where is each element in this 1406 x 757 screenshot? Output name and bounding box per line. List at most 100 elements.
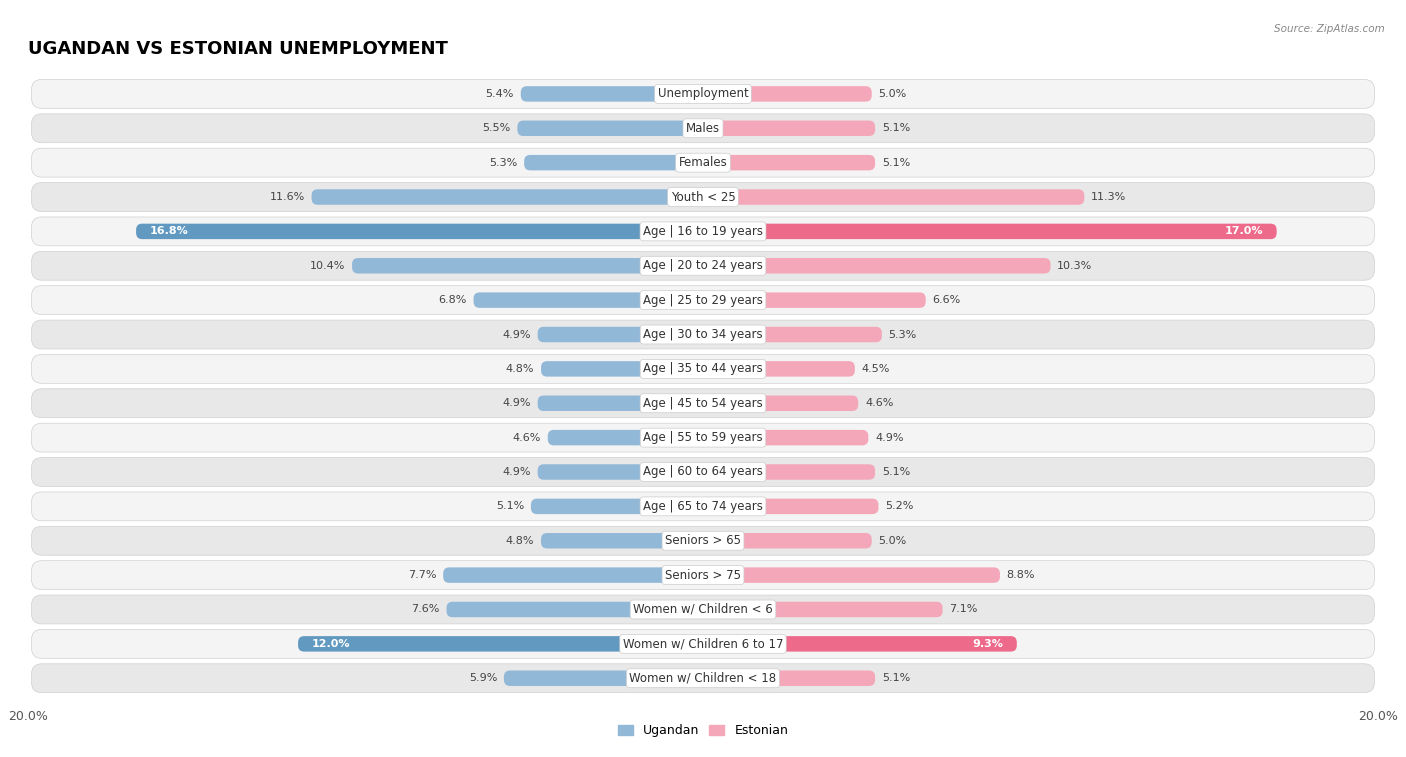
Text: 5.2%: 5.2%	[886, 501, 914, 512]
Text: 4.9%: 4.9%	[502, 398, 531, 408]
FancyBboxPatch shape	[447, 602, 703, 617]
Text: Age | 35 to 44 years: Age | 35 to 44 years	[643, 363, 763, 375]
Text: 11.3%: 11.3%	[1091, 192, 1126, 202]
FancyBboxPatch shape	[703, 395, 858, 411]
FancyBboxPatch shape	[31, 148, 1375, 177]
FancyBboxPatch shape	[31, 251, 1375, 280]
Text: UGANDAN VS ESTONIAN UNEMPLOYMENT: UGANDAN VS ESTONIAN UNEMPLOYMENT	[28, 40, 449, 58]
Text: 4.6%: 4.6%	[865, 398, 893, 408]
Text: Age | 25 to 29 years: Age | 25 to 29 years	[643, 294, 763, 307]
Text: Women w/ Children < 6: Women w/ Children < 6	[633, 603, 773, 616]
FancyBboxPatch shape	[537, 327, 703, 342]
FancyBboxPatch shape	[703, 86, 872, 101]
Text: Age | 55 to 59 years: Age | 55 to 59 years	[643, 431, 763, 444]
Text: Females: Females	[679, 156, 727, 169]
Text: Age | 45 to 54 years: Age | 45 to 54 years	[643, 397, 763, 410]
Text: 12.0%: 12.0%	[312, 639, 350, 649]
Text: 5.9%: 5.9%	[468, 673, 498, 684]
FancyBboxPatch shape	[31, 79, 1375, 108]
FancyBboxPatch shape	[537, 395, 703, 411]
Text: 7.6%: 7.6%	[412, 605, 440, 615]
FancyBboxPatch shape	[443, 568, 703, 583]
Text: 4.6%: 4.6%	[513, 433, 541, 443]
FancyBboxPatch shape	[703, 636, 1017, 652]
FancyBboxPatch shape	[31, 595, 1375, 624]
Text: 16.8%: 16.8%	[149, 226, 188, 236]
Text: 8.8%: 8.8%	[1007, 570, 1035, 580]
Text: 5.1%: 5.1%	[882, 123, 910, 133]
Text: 6.8%: 6.8%	[439, 295, 467, 305]
Text: Age | 60 to 64 years: Age | 60 to 64 years	[643, 466, 763, 478]
FancyBboxPatch shape	[703, 430, 869, 445]
Text: 4.5%: 4.5%	[862, 364, 890, 374]
Text: Women w/ Children < 18: Women w/ Children < 18	[630, 671, 776, 685]
FancyBboxPatch shape	[541, 533, 703, 549]
Text: 5.5%: 5.5%	[482, 123, 510, 133]
Text: 4.9%: 4.9%	[502, 329, 531, 339]
FancyBboxPatch shape	[31, 354, 1375, 383]
FancyBboxPatch shape	[703, 120, 875, 136]
FancyBboxPatch shape	[298, 636, 703, 652]
Text: Age | 30 to 34 years: Age | 30 to 34 years	[643, 328, 763, 341]
Text: 5.3%: 5.3%	[489, 157, 517, 167]
Text: 4.9%: 4.9%	[502, 467, 531, 477]
FancyBboxPatch shape	[517, 120, 703, 136]
Text: 10.3%: 10.3%	[1057, 260, 1092, 271]
Text: 9.3%: 9.3%	[973, 639, 1004, 649]
Text: Males: Males	[686, 122, 720, 135]
Legend: Ugandan, Estonian: Ugandan, Estonian	[613, 719, 793, 743]
Text: 5.0%: 5.0%	[879, 89, 907, 99]
FancyBboxPatch shape	[31, 389, 1375, 418]
FancyBboxPatch shape	[312, 189, 703, 204]
Text: Unemployment: Unemployment	[658, 87, 748, 101]
FancyBboxPatch shape	[503, 671, 703, 686]
Text: 5.1%: 5.1%	[882, 467, 910, 477]
FancyBboxPatch shape	[703, 292, 925, 308]
FancyBboxPatch shape	[31, 217, 1375, 246]
FancyBboxPatch shape	[703, 361, 855, 377]
Text: 11.6%: 11.6%	[270, 192, 305, 202]
FancyBboxPatch shape	[31, 457, 1375, 487]
FancyBboxPatch shape	[703, 464, 875, 480]
FancyBboxPatch shape	[703, 189, 1084, 204]
FancyBboxPatch shape	[703, 223, 1277, 239]
FancyBboxPatch shape	[352, 258, 703, 273]
FancyBboxPatch shape	[31, 114, 1375, 143]
FancyBboxPatch shape	[703, 499, 879, 514]
FancyBboxPatch shape	[703, 602, 942, 617]
Text: 5.1%: 5.1%	[496, 501, 524, 512]
FancyBboxPatch shape	[703, 155, 875, 170]
Text: 17.0%: 17.0%	[1225, 226, 1263, 236]
Text: 10.4%: 10.4%	[309, 260, 346, 271]
Text: Women w/ Children 6 to 17: Women w/ Children 6 to 17	[623, 637, 783, 650]
FancyBboxPatch shape	[31, 285, 1375, 315]
Text: 7.7%: 7.7%	[408, 570, 436, 580]
Text: Age | 65 to 74 years: Age | 65 to 74 years	[643, 500, 763, 513]
FancyBboxPatch shape	[31, 526, 1375, 555]
FancyBboxPatch shape	[531, 499, 703, 514]
Text: Youth < 25: Youth < 25	[671, 191, 735, 204]
Text: Source: ZipAtlas.com: Source: ZipAtlas.com	[1274, 24, 1385, 34]
Text: 4.8%: 4.8%	[506, 364, 534, 374]
Text: 4.9%: 4.9%	[875, 433, 904, 443]
FancyBboxPatch shape	[548, 430, 703, 445]
FancyBboxPatch shape	[703, 671, 875, 686]
Text: 5.1%: 5.1%	[882, 673, 910, 684]
FancyBboxPatch shape	[31, 492, 1375, 521]
Text: 4.8%: 4.8%	[506, 536, 534, 546]
Text: 6.6%: 6.6%	[932, 295, 960, 305]
FancyBboxPatch shape	[31, 182, 1375, 211]
Text: Age | 16 to 19 years: Age | 16 to 19 years	[643, 225, 763, 238]
FancyBboxPatch shape	[31, 664, 1375, 693]
FancyBboxPatch shape	[136, 223, 703, 239]
FancyBboxPatch shape	[537, 464, 703, 480]
FancyBboxPatch shape	[31, 561, 1375, 590]
FancyBboxPatch shape	[703, 568, 1000, 583]
FancyBboxPatch shape	[31, 320, 1375, 349]
FancyBboxPatch shape	[31, 629, 1375, 659]
FancyBboxPatch shape	[520, 86, 703, 101]
FancyBboxPatch shape	[703, 533, 872, 549]
FancyBboxPatch shape	[31, 423, 1375, 452]
FancyBboxPatch shape	[474, 292, 703, 308]
FancyBboxPatch shape	[703, 258, 1050, 273]
